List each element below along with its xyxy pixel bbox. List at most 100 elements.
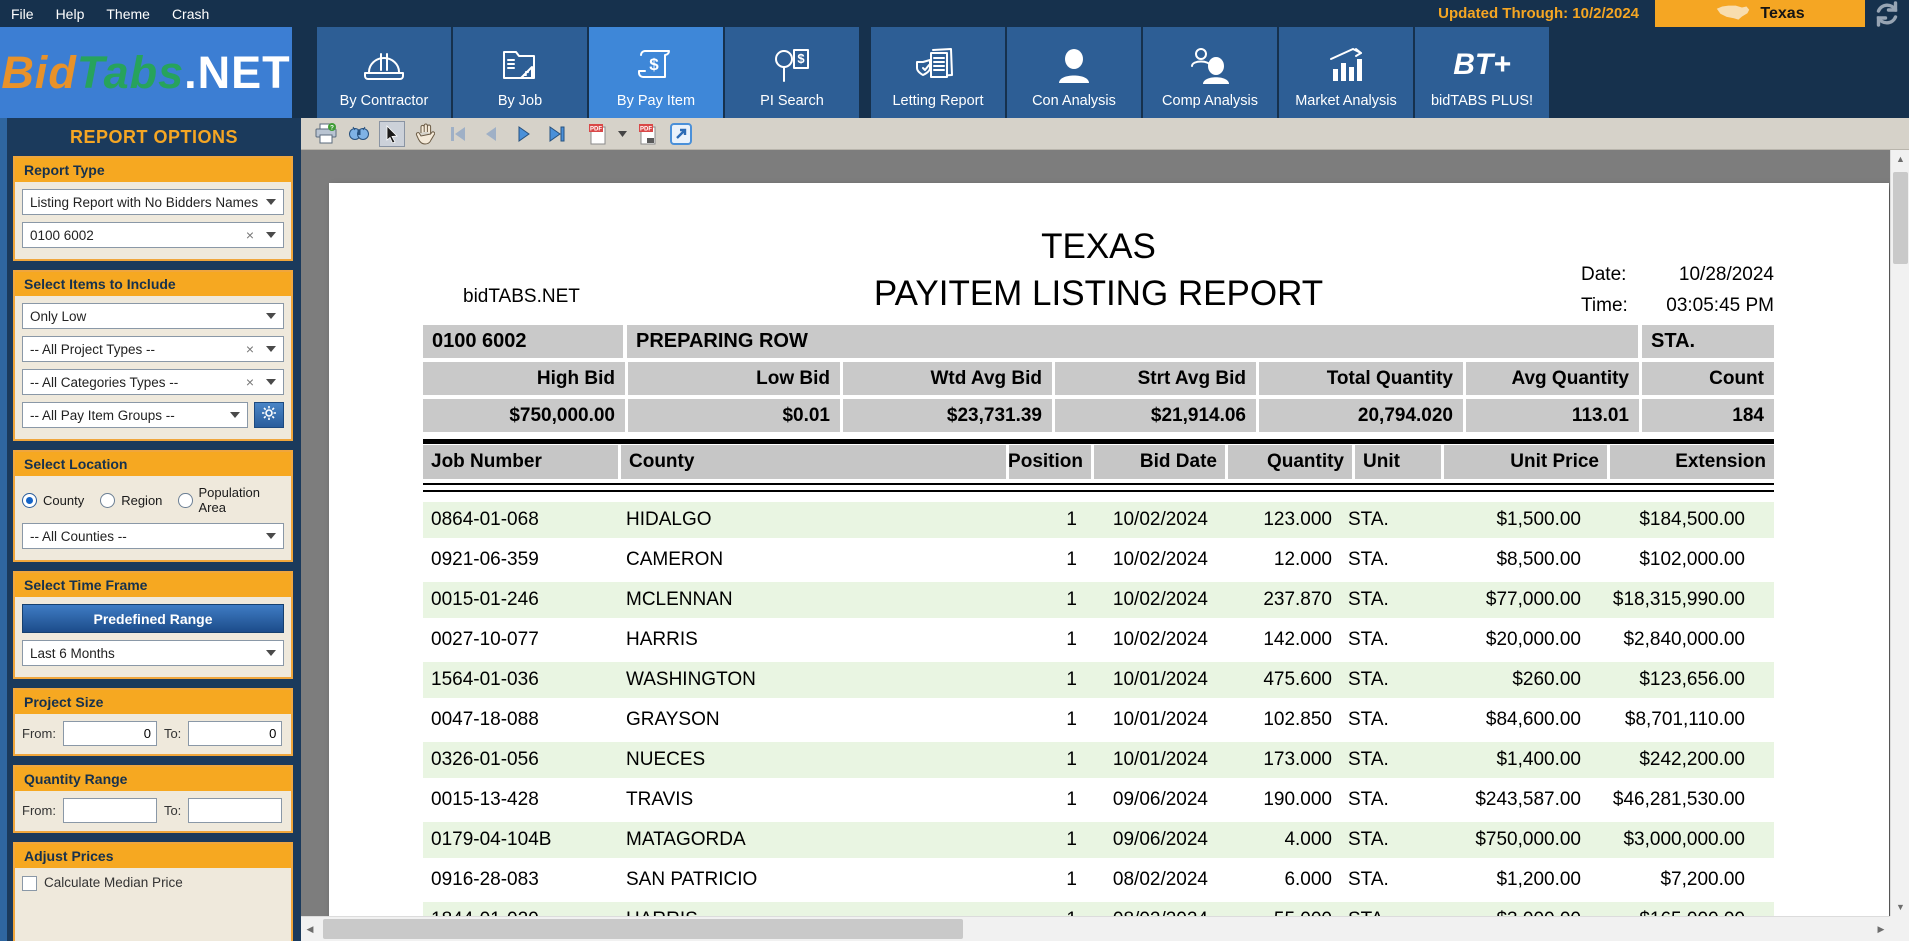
scroll-down-arrow[interactable]: ▼ (1896, 902, 1905, 912)
report-title-state: TEXAS (1041, 227, 1156, 266)
cell: Quantity (1228, 445, 1352, 479)
chevron-down-icon (266, 232, 276, 238)
table-row: 0864-01-068 HIDALGO 1 10/02/2024 123.000 STA.… (423, 502, 1774, 538)
prev-page-icon[interactable] (478, 121, 504, 147)
clear-icon[interactable]: × (245, 341, 254, 357)
pay-item-groups-settings-button[interactable] (254, 402, 284, 428)
cell: STA. (1348, 549, 1389, 570)
clear-icon[interactable]: × (245, 374, 254, 390)
tab-pi-search[interactable]: $ PI Search (725, 27, 859, 118)
cell: $123,656.00 (1639, 669, 1745, 690)
tab-letting-report[interactable]: Letting Report (871, 27, 1005, 118)
vertical-scroll-thumb[interactable] (1893, 172, 1908, 264)
cell: WASHINGTON (626, 669, 756, 690)
section-header: Select Items to Include (15, 272, 291, 296)
menu-help[interactable]: Help (55, 5, 85, 22)
report-options-sidebar: REPORT OPTIONS Report Type Listing Repor… (0, 118, 301, 941)
open-external-icon[interactable] (668, 121, 694, 147)
radio-region[interactable]: Region (100, 492, 162, 508)
clear-icon[interactable]: × (245, 227, 254, 243)
cell: 1 (1066, 629, 1077, 650)
vertical-scrollbar[interactable]: ▲ ▼ (1890, 150, 1909, 916)
project-size-from-input[interactable] (62, 721, 157, 746)
cell: $1,200.00 (1496, 869, 1581, 890)
pan-hand-icon[interactable] (412, 121, 438, 147)
pay-item-groups-select[interactable]: -- All Pay Item Groups -- (22, 402, 248, 428)
time-range-select[interactable]: Last 6 Months (22, 640, 284, 666)
sidebar-title: REPORT OPTIONS (69, 126, 238, 147)
usa-map-icon (1715, 2, 1751, 26)
tab-comp-analysis[interactable]: Comp Analysis (1143, 27, 1277, 118)
tab-con-analysis[interactable]: Con Analysis (1007, 27, 1141, 118)
cell: $18,315,990.00 (1612, 589, 1745, 610)
cell: Strt Avg Bid (1055, 362, 1256, 395)
export-pdf-icon[interactable]: PDF (635, 121, 661, 147)
categories-select[interactable]: -- All Categories Types -- × (22, 369, 284, 395)
cell: 08/02/2024 (1112, 869, 1208, 890)
cursor-icon[interactable] (379, 120, 405, 147)
cell: STA. (1348, 709, 1389, 730)
report-title: TEXAS PAYITEM LISTING REPORT (423, 223, 1774, 317)
predefined-range-button[interactable]: Predefined Range (22, 604, 284, 633)
horizontal-scroll-thumb[interactable] (323, 919, 963, 939)
cell: $1,500.00 (1496, 509, 1581, 530)
section-items-include: Select Items to Include Only Low -- All … (13, 270, 293, 441)
cell: 10/02/2024 (1112, 589, 1208, 610)
section-report-type: Report Type Listing Report with No Bidde… (13, 156, 293, 261)
save-pdf-dropdown-caret[interactable] (618, 121, 628, 147)
tab-by-contractor[interactable]: By Contractor (317, 27, 451, 118)
cell: 142.000 (1263, 629, 1332, 650)
scroll-up-arrow[interactable]: ▲ (1896, 154, 1905, 164)
section-header: Select Time Frame (15, 573, 291, 597)
print-icon[interactable]: ? (313, 121, 339, 147)
cell: STA. (1348, 869, 1389, 890)
last-page-icon[interactable] (544, 121, 570, 147)
cell: 0179-04-104B (431, 829, 552, 850)
calculate-median-checkbox[interactable] (22, 876, 37, 891)
refresh-icon[interactable] (1865, 0, 1909, 29)
project-size-to-input[interactable] (188, 721, 283, 746)
report-type-select[interactable]: Listing Report with No Bidders Names (22, 189, 284, 215)
tab-by-pay-item[interactable]: $ By Pay Item (589, 27, 723, 118)
cell: $3,000.00 (1426, 909, 1589, 916)
radio-dot (100, 492, 116, 508)
cell: 1 (1066, 829, 1077, 850)
two-persons-icon (1187, 44, 1233, 86)
scroll-right-arrow[interactable]: ▶ (1877, 923, 1885, 934)
table-row: 0015-01-246 MCLENNAN 1 10/02/2024 237.870 STA… (423, 582, 1774, 618)
first-page-icon[interactable] (445, 121, 471, 147)
payitem-code: 0100 6002 (423, 325, 623, 358)
payitem-filter-combo[interactable]: 0100 6002 × (22, 222, 284, 248)
cell: $184,500.00 (1639, 509, 1745, 530)
menu-theme[interactable]: Theme (106, 5, 150, 22)
section-quantity-range: Quantity Range From: To: (13, 765, 293, 833)
search-icon[interactable] (346, 121, 372, 147)
cell: $750,000.00 (423, 399, 625, 432)
only-low-select[interactable]: Only Low (22, 303, 284, 329)
tab-market-analysis[interactable]: Market Analysis (1279, 27, 1413, 118)
cell: $243,587.00 (1475, 789, 1581, 810)
tab-by-job[interactable]: By Job (453, 27, 587, 118)
project-types-select[interactable]: -- All Project Types -- × (22, 336, 284, 362)
cell: 4.000 (1284, 829, 1332, 850)
save-pdf-icon[interactable]: PDF (585, 121, 611, 147)
horizontal-scrollbar[interactable]: ◀ ▶ (301, 916, 1890, 941)
cell: 0916-28-083 (431, 869, 539, 890)
radio-population-area[interactable]: Population Area (178, 485, 284, 515)
cell: STA. (1348, 749, 1389, 770)
next-page-icon[interactable] (511, 121, 537, 147)
radio-county[interactable]: County (22, 492, 84, 508)
report-viewer: ? PDF (301, 118, 1909, 941)
scroll-left-arrow[interactable]: ◀ (306, 923, 314, 934)
cell: Position (1008, 445, 1091, 479)
quantity-to-input[interactable] (188, 798, 283, 823)
tab-bidtabs-plus[interactable]: BT+ bidTABS PLUS! (1415, 27, 1549, 118)
menu-crash[interactable]: Crash (171, 5, 210, 22)
report-date: 10/28/2024 (1678, 264, 1774, 285)
counties-select[interactable]: -- All Counties -- (22, 523, 284, 549)
table-row: 0047-18-088 GRAYSON 1 10/01/2024 102.850 STA.… (423, 702, 1774, 738)
cell: 09/06/2024 (1112, 789, 1208, 810)
quantity-from-input[interactable] (62, 798, 157, 823)
state-selector-button[interactable]: Texas (1655, 0, 1865, 27)
menu-file[interactable]: File (11, 5, 34, 22)
